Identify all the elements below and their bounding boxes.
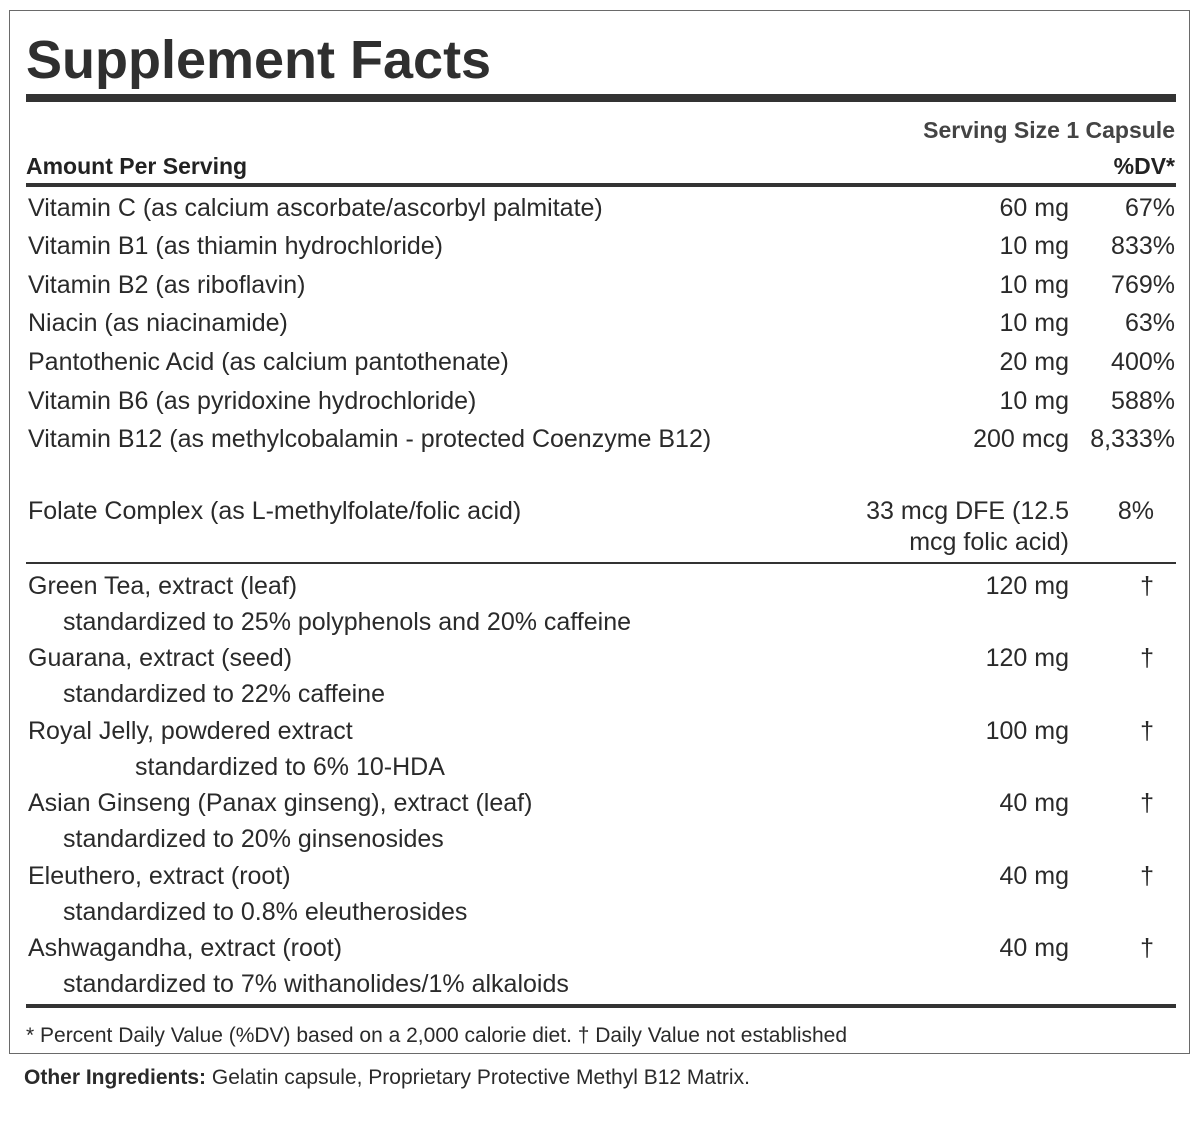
botanical-name: Royal Jelly, powdered extract: [28, 717, 353, 745]
dagger-mark: †: [1140, 934, 1154, 962]
nutrient-dv: 67%: [1124, 194, 1175, 222]
header-divider: [26, 183, 1176, 187]
botanical-name: Ashwagandha, extract (root): [28, 934, 343, 962]
panel-title: Supplement Facts: [26, 30, 492, 90]
botanical-standardization: standardized to 6% 10-HDA: [135, 753, 445, 781]
amount-per-serving-header: Amount Per Serving: [26, 153, 248, 179]
dagger-mark: †: [1140, 572, 1154, 600]
botanical-amount: 40 mg: [999, 862, 1069, 890]
botanical-name: Green Tea, extract (leaf): [28, 572, 298, 600]
nutrient-name: Vitamin B1 (as thiamin hydrochloride): [28, 232, 444, 260]
nutrient-dv: 833%: [1111, 232, 1175, 260]
botanical-standardization: standardized to 0.8% eleutherosides: [63, 898, 468, 926]
nutrient-name: Vitamin C (as calcium ascorbate/ascorbyl…: [28, 194, 603, 222]
botanical-amount: 120 mg: [985, 644, 1069, 672]
nutrient-name: Vitamin B12 (as methylcobalamin - protec…: [28, 425, 712, 453]
dagger-mark: †: [1140, 717, 1154, 745]
other-ingredients-text: Gelatin capsule, Proprietary Protective …: [206, 1066, 750, 1089]
nutrient-amount: 20 mg: [999, 348, 1069, 376]
nutrient-name: Pantothenic Acid (as calcium pantothenat…: [28, 348, 509, 376]
botanical-standardization: standardized to 25% polyphenols and 20% …: [63, 608, 632, 636]
dagger-mark: †: [1140, 644, 1154, 672]
nutrient-amount: 10 mg: [999, 387, 1069, 415]
dv-header: %DV*: [1113, 153, 1175, 179]
nutrient-dv: 400%: [1111, 348, 1175, 376]
nutrient-amount: 60 mg: [999, 194, 1069, 222]
nutrient-dv: 63%: [1124, 309, 1175, 337]
nutrient-dv: 8,333%: [1090, 425, 1175, 453]
nutrient-amount: 200 mcg: [973, 425, 1069, 453]
nutrient-dv: 8%: [1117, 497, 1154, 525]
other-ingredients: Other Ingredients: Gelatin capsule, Prop…: [24, 1064, 750, 1092]
nutrient-dv: 588%: [1111, 387, 1175, 415]
section-divider: [26, 562, 1176, 564]
botanical-name: Asian Ginseng (Panax ginseng), extract (…: [28, 789, 533, 817]
botanical-amount: 120 mg: [985, 572, 1069, 600]
dagger-mark: †: [1140, 789, 1154, 817]
nutrient-amount: 10 mg: [999, 309, 1069, 337]
botanical-standardization: standardized to 20% ginsenosides: [63, 825, 444, 853]
botanical-standardization: standardized to 7% withanolides/1% alkal…: [63, 970, 569, 998]
botanical-amount: 40 mg: [999, 789, 1069, 817]
bottom-divider: [26, 1004, 1176, 1008]
nutrient-name: Folate Complex (as L-methylfolate/folic …: [28, 497, 522, 525]
nutrient-amount: 10 mg: [999, 232, 1069, 260]
dagger-mark: †: [1140, 862, 1154, 890]
botanical-name: Guarana, extract (seed): [28, 644, 293, 672]
nutrient-dv: 769%: [1111, 271, 1175, 299]
botanical-amount: 40 mg: [999, 934, 1069, 962]
botanical-standardization: standardized to 22% caffeine: [63, 680, 385, 708]
nutrient-name: Vitamin B6 (as pyridoxine hydrochloride): [28, 387, 477, 415]
title-divider: [26, 94, 1176, 102]
serving-size: Serving Size 1 Capsule: [923, 117, 1175, 143]
other-ingredients-label: Other Ingredients:: [24, 1066, 207, 1089]
nutrient-name: Vitamin B2 (as riboflavin): [28, 271, 306, 299]
botanical-name: Eleuthero, extract (root): [28, 862, 291, 890]
botanical-amount: 100 mg: [985, 717, 1069, 745]
nutrient-name: Niacin (as niacinamide): [28, 309, 288, 337]
nutrient-amount: 10 mg: [999, 271, 1069, 299]
supplement-facts-panel: Supplement Facts Serving Size 1 Capsule …: [9, 10, 1190, 1054]
nutrient-amount: 33 mcg DFE (12.5 mcg folic acid): [866, 497, 1069, 556]
dv-footnote: * Percent Daily Value (%DV) based on a 2…: [26, 1024, 848, 1047]
